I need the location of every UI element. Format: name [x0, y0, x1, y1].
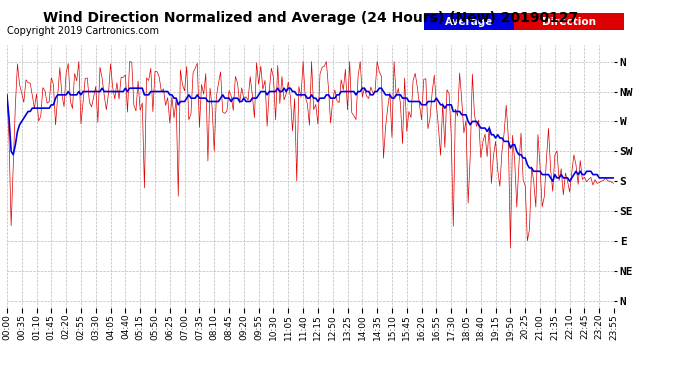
- Text: Direction: Direction: [542, 16, 596, 27]
- Text: Copyright 2019 Cartronics.com: Copyright 2019 Cartronics.com: [7, 26, 159, 36]
- Text: Wind Direction Normalized and Average (24 Hours) (New) 20190127: Wind Direction Normalized and Average (2…: [43, 11, 578, 25]
- Text: Average: Average: [445, 16, 493, 27]
